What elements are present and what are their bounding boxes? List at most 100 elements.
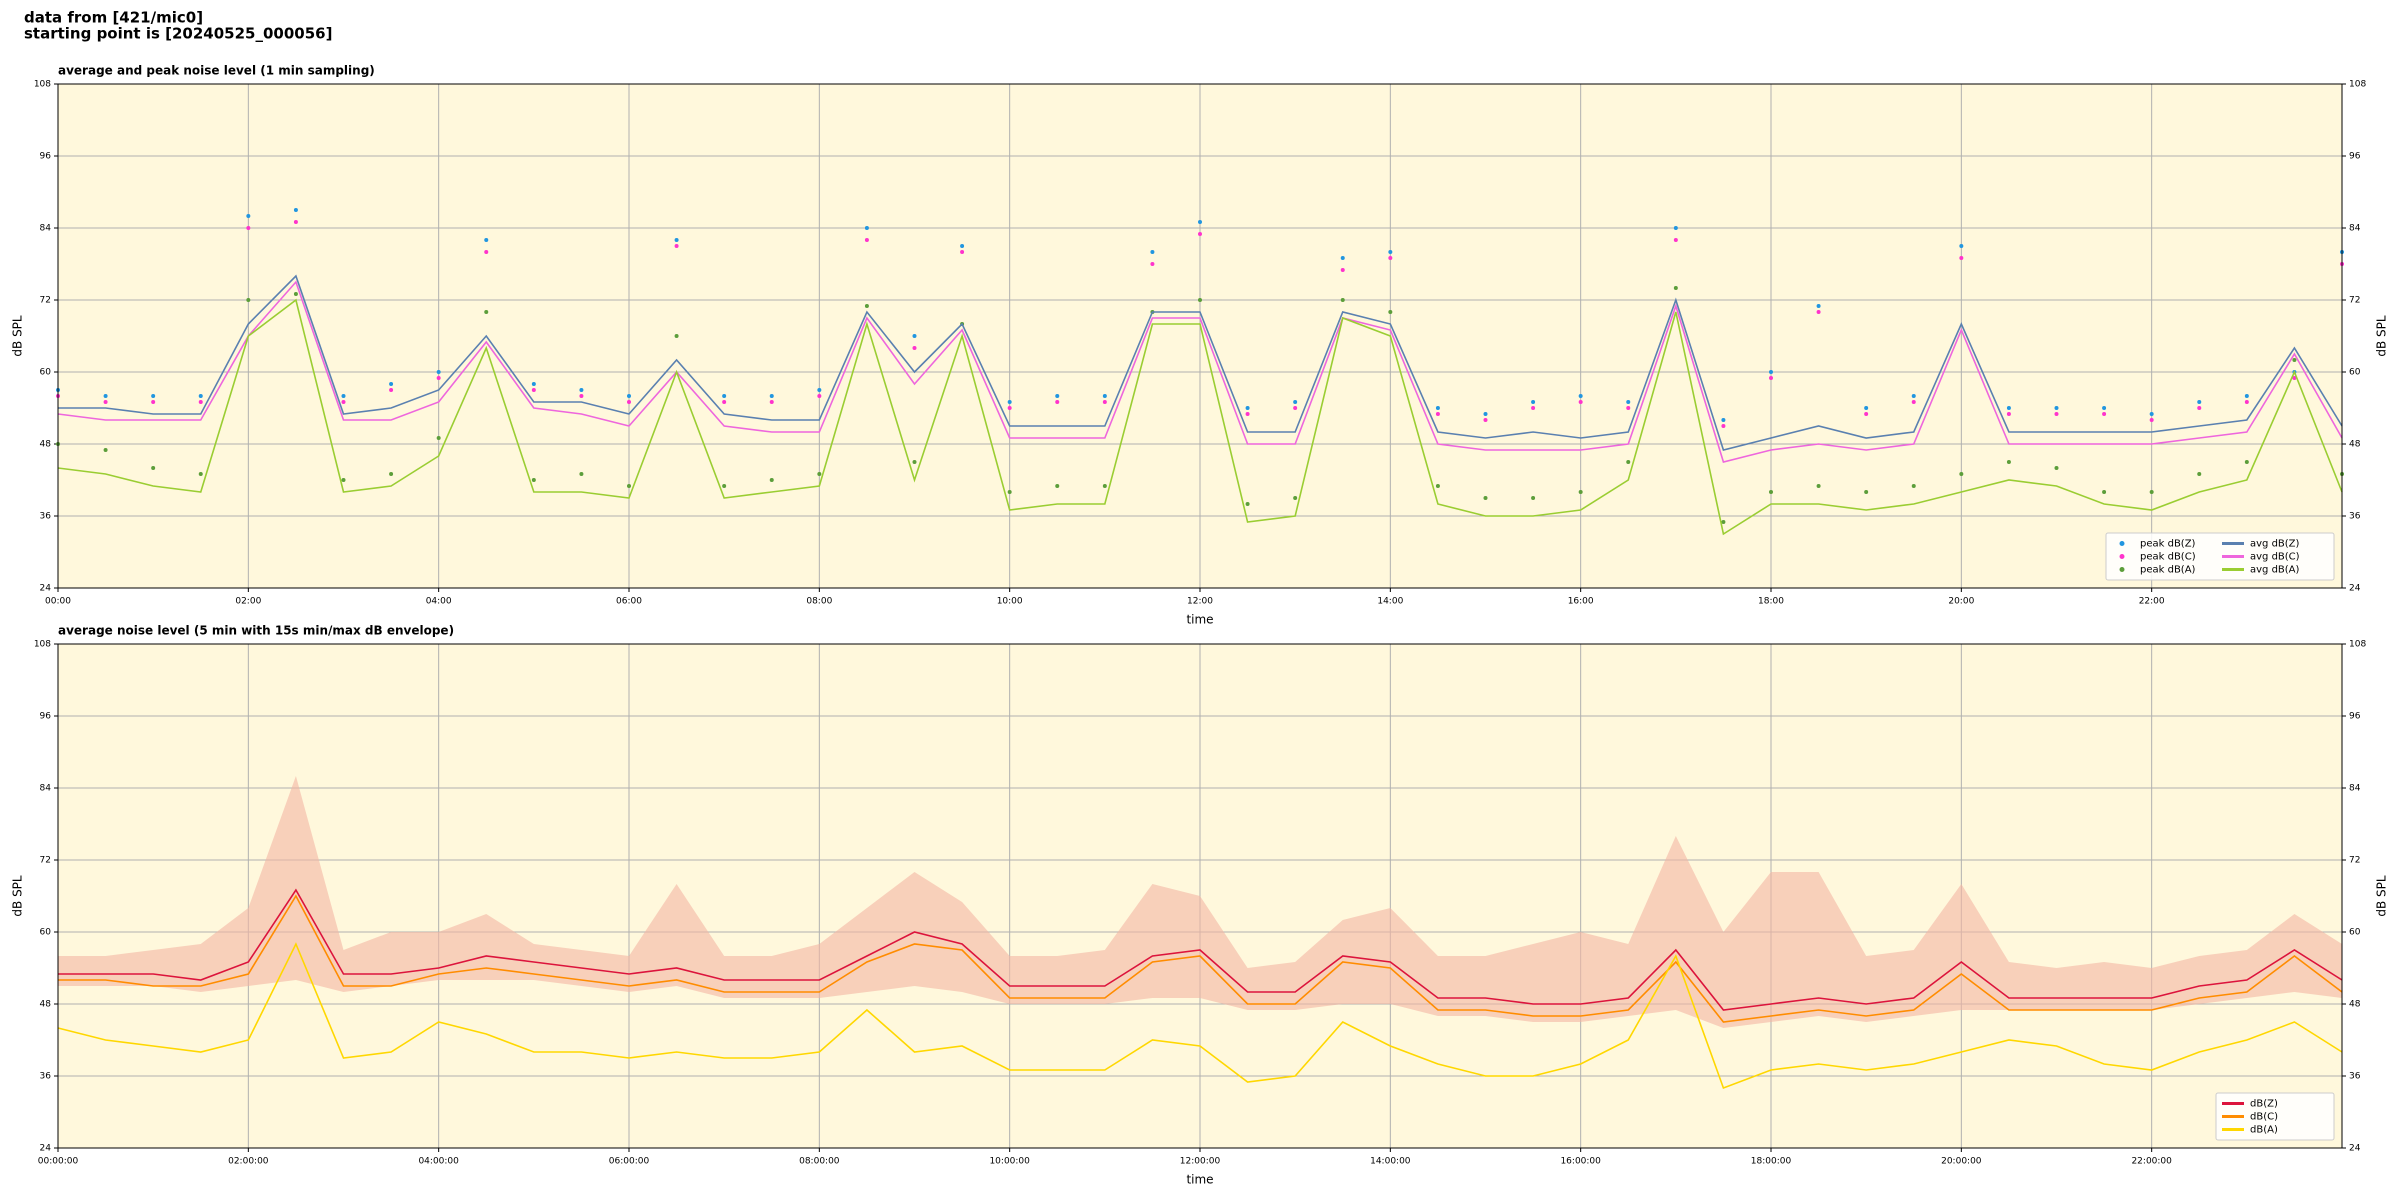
legend-label: dB(A) — [2250, 1125, 2278, 1136]
peak-point — [1055, 400, 1060, 404]
x-tick-label: 08:00 — [806, 597, 832, 607]
header-line: data from [421/mic0] — [24, 9, 203, 27]
peak-point — [2054, 466, 2059, 470]
chart: average noise level (5 min with 15s min/… — [11, 624, 2389, 1187]
x-tick-label: 22:00 — [2139, 597, 2165, 607]
peak-point — [1531, 400, 1536, 404]
peak-point — [484, 310, 489, 314]
peak-point — [484, 250, 489, 254]
peak-point — [1102, 484, 1107, 488]
y-tick-label: 24 — [2349, 1144, 2361, 1154]
peak-point — [627, 400, 631, 404]
y-tick-label: 24 — [40, 584, 52, 594]
y-tick-label: 48 — [40, 440, 52, 450]
peak-point — [2292, 358, 2297, 362]
x-tick-label: 18:00:00 — [1751, 1157, 1792, 1167]
peak-point — [1959, 244, 1964, 248]
y-tick-label: 24 — [40, 1144, 52, 1154]
y-tick-label: 36 — [2349, 512, 2361, 522]
peak-point — [1340, 268, 1345, 272]
peak-point — [1150, 250, 1155, 254]
peak-point — [817, 388, 822, 392]
peak-point — [722, 394, 727, 398]
peak-point — [864, 238, 869, 242]
y-tick-label: 108 — [2349, 640, 2366, 650]
x-tick-label: 20:00 — [1948, 597, 1974, 607]
legend-label: avg dB(C) — [2250, 552, 2300, 563]
peak-point — [1007, 406, 1012, 410]
peak-point — [1911, 394, 1916, 398]
peak-point — [2054, 406, 2059, 410]
y-tick-label: 84 — [2349, 224, 2361, 234]
y-tick-label: 48 — [40, 1000, 52, 1010]
peak-point — [2149, 412, 2154, 416]
y-tick-label: 48 — [2349, 1000, 2361, 1010]
y-tick-label: 36 — [40, 512, 52, 522]
y-tick-label: 36 — [40, 1072, 52, 1082]
peak-point — [531, 388, 536, 392]
y-tick-label: 60 — [40, 368, 52, 378]
legend-label: peak dB(Z) — [2140, 539, 2196, 550]
peak-point — [1293, 496, 1298, 500]
y-axis-label: dB SPL — [11, 315, 25, 357]
header-line: starting point is [20240525_000056] — [24, 25, 332, 43]
peak-point — [2292, 376, 2297, 380]
peak-point — [912, 346, 917, 350]
peak-point — [436, 376, 441, 380]
peak-point — [2244, 400, 2249, 404]
peak-point — [1721, 520, 1726, 524]
peak-point — [1483, 418, 1488, 422]
x-tick-label: 12:00 — [1187, 597, 1213, 607]
peak-point — [1769, 490, 1773, 494]
x-tick-label: 04:00 — [426, 597, 452, 607]
legend-box — [2215, 1092, 2335, 1141]
peak-point — [198, 472, 203, 476]
peak-point — [1769, 376, 1773, 380]
peak-point — [1769, 370, 1773, 374]
peak-point — [1673, 226, 1678, 230]
peak-point — [1198, 298, 1202, 302]
envelope-area — [58, 776, 2342, 1028]
peak-point — [341, 400, 346, 404]
peak-point — [389, 388, 394, 392]
y-tick-label: 84 — [40, 784, 52, 794]
peak-point — [674, 238, 679, 242]
peak-point — [627, 484, 631, 488]
peak-point — [1578, 394, 1583, 398]
series-line — [57, 298, 2343, 536]
peak-point — [817, 394, 822, 398]
peak-point — [674, 244, 679, 248]
peak-point — [1435, 484, 1440, 488]
x-tick-label: 06:00:00 — [609, 1157, 650, 1167]
legend-label: avg dB(Z) — [2250, 539, 2300, 550]
y-tick-label: 24 — [2349, 584, 2361, 594]
peak-point — [1864, 490, 1869, 494]
peak-point — [2006, 412, 2011, 416]
peak-point — [2244, 460, 2249, 464]
peak-point — [2149, 490, 2154, 494]
peak-point — [198, 394, 203, 398]
y-axis-label: dB SPL — [2375, 875, 2389, 917]
peak-point — [1531, 406, 1536, 410]
y-tick-label: 108 — [34, 640, 51, 650]
peak-point — [341, 394, 346, 398]
peak-point — [2006, 406, 2011, 410]
chart-title: average and peak noise level (1 min samp… — [58, 64, 375, 78]
peak-point — [2102, 412, 2107, 416]
legend-box — [2105, 532, 2335, 581]
y-tick-label: 60 — [40, 928, 52, 938]
peak-point — [389, 472, 394, 476]
peak-point — [960, 250, 965, 254]
peak-point — [1293, 400, 1298, 404]
peak-point — [1388, 250, 1393, 254]
plot-frame — [57, 643, 2343, 1149]
y-tick-label: 72 — [2349, 296, 2360, 306]
legend-label: peak dB(A) — [2140, 565, 2196, 576]
x-tick-label: 04:00:00 — [418, 1157, 459, 1167]
peak-point — [436, 436, 441, 440]
peak-point — [864, 226, 869, 230]
legend-label: dB(Z) — [2250, 1099, 2278, 1110]
peak-point — [769, 400, 774, 404]
y-tick-label: 60 — [2349, 928, 2361, 938]
